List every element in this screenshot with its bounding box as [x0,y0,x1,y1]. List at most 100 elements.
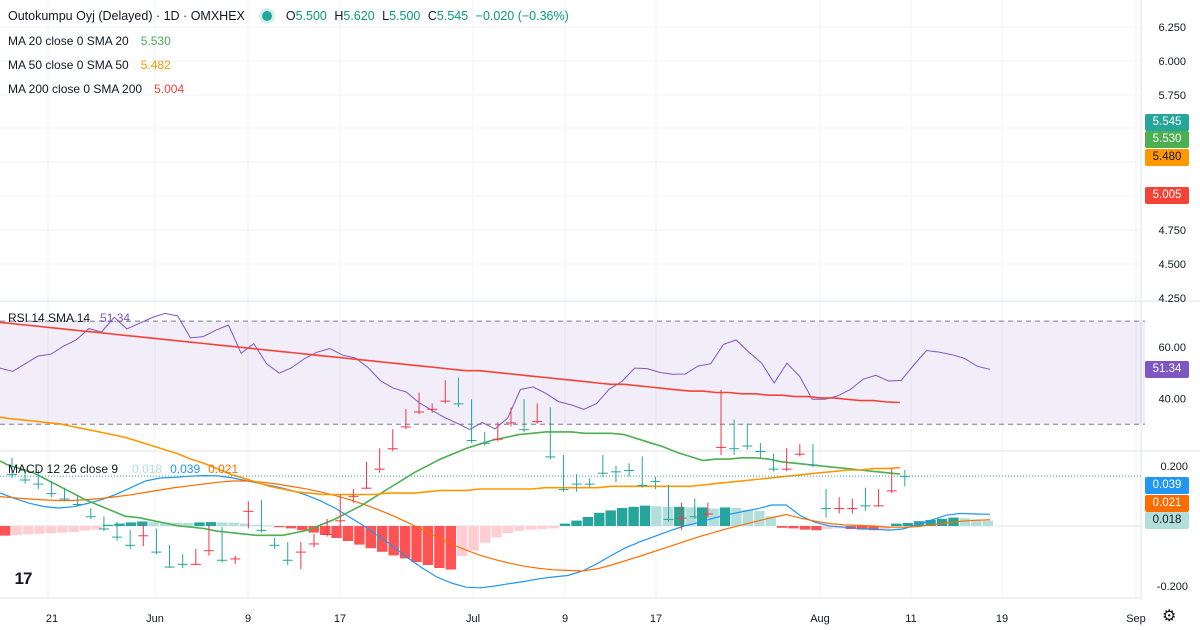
candle-body [282,559,293,561]
macd-hist-bar [891,523,902,526]
candle-body [361,487,372,489]
candle-body [374,468,385,470]
legend-ma50[interactable]: MA 50 close 0 SMA 50 5.482 [8,58,171,72]
price-tick-label: 4.250 [1158,293,1186,305]
macd-hist-bar [639,505,651,526]
candle-body [597,472,608,474]
moving-averages [0,321,1141,537]
macd-hist-bar [434,526,445,568]
time-tick-label: 21 [46,613,58,625]
candle-body [689,516,700,518]
candle-body [46,493,57,495]
legend-ma20[interactable]: MA 20 close 0 SMA 20 5.530 [8,34,171,48]
macd-hist-bar [925,520,936,526]
macd-hist-bar [251,524,262,526]
candle-body [505,422,516,424]
macd-hist-bar [674,506,685,526]
signal-line [0,480,991,572]
macd-hist-bar [57,526,68,533]
grid [0,0,1140,596]
macd-hist-bar [594,512,605,526]
candle-body [663,518,674,520]
price-tick-label: 5.750 [1158,90,1186,102]
rsi-value-tag: 51.34 [1145,361,1189,378]
macd-hist-bar [285,526,296,529]
macd-hist-bar [971,519,982,526]
macd-pane[interactable] [0,474,1141,589]
candle-body [98,528,109,530]
macd-hist-bar [205,522,217,526]
macd-hist-bar [445,526,456,570]
ohlc-high: H5.620 [334,9,375,23]
ma50-price-tag: 5.480 [1145,149,1189,166]
last-price-tag: 5.545 [1145,114,1189,131]
macd-hist-bar [354,526,365,545]
candles[interactable] [7,377,910,570]
candle-body [834,508,845,510]
macd-hist-bar [811,526,822,531]
time-tick-label: Sep [1126,613,1146,625]
candle-body [716,446,727,448]
candle-body [768,468,779,470]
hist-value-tag: 0.018 [1145,512,1189,529]
candle-body [387,448,398,450]
candle-body [558,489,569,491]
macd-hist-bar [605,510,616,526]
candle-body [151,551,162,553]
candle-body [335,520,346,522]
macd-hist-bar [331,526,342,538]
macd-hist-bar [160,522,171,526]
legend-rsi[interactable]: RSI 14 SMA 14 51.34 [8,311,131,325]
candle-body [637,484,648,486]
macd-line [0,474,991,589]
macd-hist-bar [217,522,228,526]
legend-macd[interactable]: MACD 12 26 close 9 0.018 0.039 0.021 [8,462,239,476]
candle-body [322,533,333,535]
macd-hist-bar [696,507,708,526]
legend-ma200[interactable]: MA 200 close 0 SMA 200 5.004 [8,82,185,96]
macd-hist-bar [422,526,434,565]
macd-hist-bar [719,507,731,526]
candle-body [230,558,241,560]
candle-body [702,513,713,515]
macd-hist-bar [822,526,833,529]
macd-hist-bar [308,526,319,533]
macd-hist-bar [776,526,788,528]
macd-hist-bar [514,526,525,531]
candle-body [519,429,530,431]
candle-body [112,536,123,538]
rsi-band [0,321,1145,425]
rsi-pane[interactable] [0,312,1145,430]
signal-value-tag: 0.021 [1145,495,1189,512]
candle-body [243,510,254,512]
macd-hist-bar [125,522,137,526]
tradingview-logo-icon[interactable]: 17 [8,568,38,590]
macd-tick-label: 0.200 [1160,461,1188,473]
time-tick-label: 9 [562,613,568,625]
candle-body [190,563,201,565]
time-tick-label: 17 [334,613,346,625]
rsi-tick-label: 60.00 [1158,342,1186,354]
candle-body [256,529,267,531]
candle-body [414,411,425,413]
macd-hist-bar [297,526,308,531]
macd-hist-bar [22,526,34,535]
candle-body [873,505,884,507]
macd-hist-bar [936,518,948,526]
candle-body [348,495,359,497]
time-tick-label: 9 [245,613,251,625]
rsi-tick-label: 40.00 [1158,393,1186,405]
candle-body [125,544,136,546]
rsi-line [0,312,991,430]
symbol-title[interactable]: Outokumpu Oyj (Delayed) · 1D · OMXHEX [8,9,245,23]
axes: 6.250 6.000 5.750 4.750 4.500 4.250 60.00 40.00… [46,22,1188,625]
macd-hist-bar [262,525,274,527]
time-tick-label: Jun [146,613,164,625]
candle-body [7,474,17,476]
macd-hist-bar [628,506,639,526]
candle-body [72,504,83,505]
gear-icon[interactable]: ⚙ [1162,608,1177,625]
macd-hist-bar [91,526,102,530]
candle-body [545,456,556,458]
